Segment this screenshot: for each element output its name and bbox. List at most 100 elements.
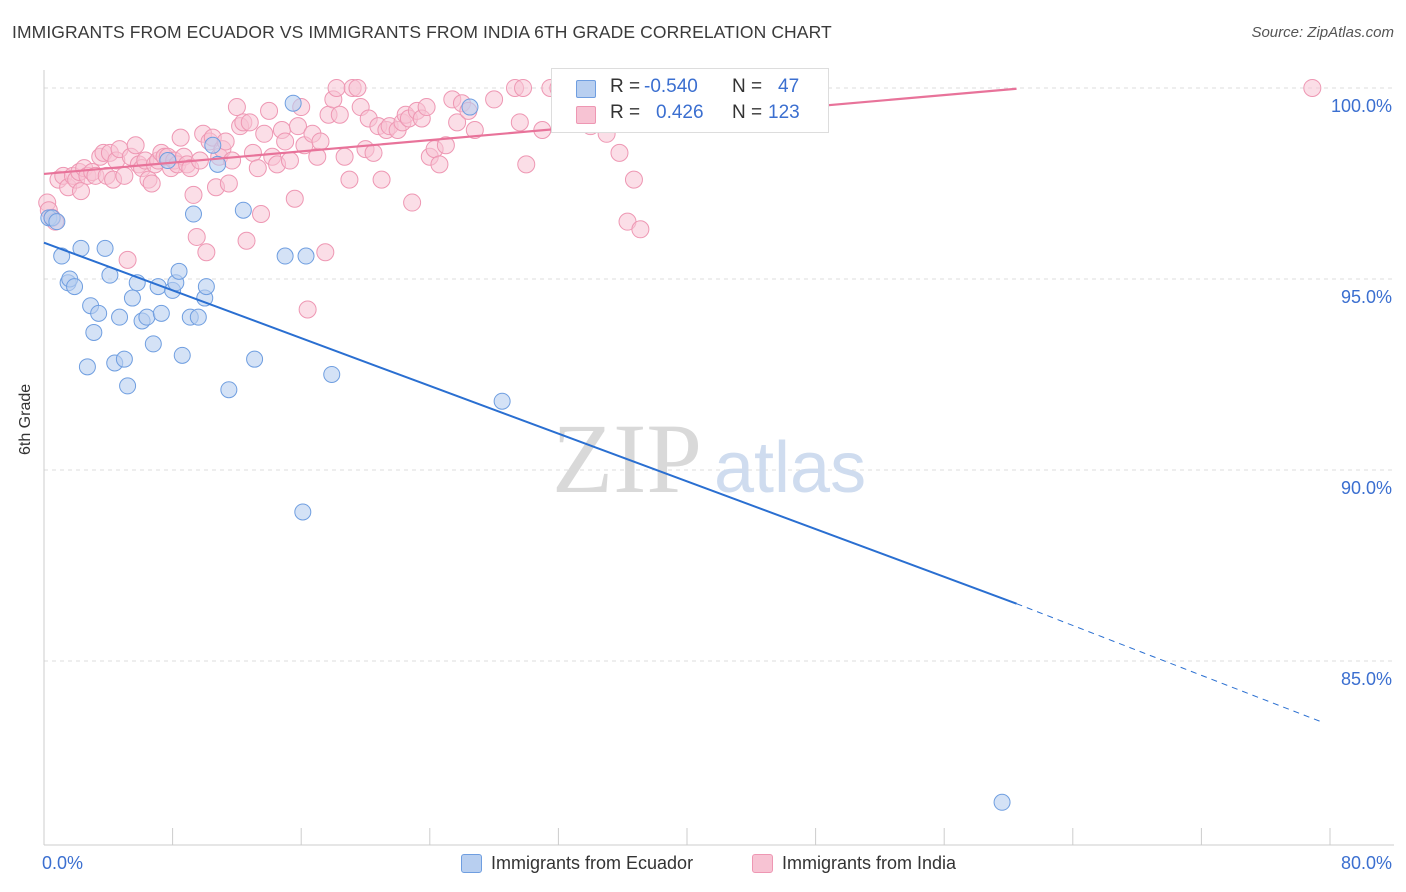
point-ecuador <box>220 381 238 399</box>
point-india <box>285 189 304 208</box>
point-india <box>403 193 422 212</box>
point-india <box>436 136 455 155</box>
point-india <box>517 155 536 174</box>
legend-label-india: Immigrants from India <box>782 853 957 873</box>
point-ecuador <box>96 239 114 257</box>
point-india <box>330 105 349 124</box>
watermark: ZIP atlas <box>552 403 866 514</box>
point-india <box>237 231 256 250</box>
point-ecuador <box>85 323 103 341</box>
point-india <box>243 143 262 162</box>
point-india <box>240 113 259 132</box>
point-india <box>252 205 271 224</box>
point-ecuador <box>119 377 137 395</box>
point-india <box>316 243 335 262</box>
point-india <box>288 117 307 136</box>
point-india <box>372 170 391 189</box>
trend-line-ecuador <box>43 241 1017 605</box>
point-ecuador <box>173 346 191 364</box>
point-india <box>126 136 145 155</box>
legend-label-ecuador: Immigrants from Ecuador <box>491 853 694 873</box>
point-india <box>227 98 246 117</box>
point-ecuador <box>209 155 227 173</box>
point-india <box>223 151 242 170</box>
point-india <box>184 185 203 204</box>
point-india <box>430 155 449 174</box>
gridlines <box>44 87 1394 662</box>
point-india <box>514 78 533 97</box>
point-india <box>142 174 161 193</box>
point-india <box>298 300 317 319</box>
y-tick-label: 85.0% <box>1340 668 1392 689</box>
point-ecuador <box>53 247 71 265</box>
x-tick-label-min: 0.0% <box>42 853 84 873</box>
y-tick-label: 95.0% <box>1340 286 1392 307</box>
point-ecuador <box>78 358 96 376</box>
legend-row-india: R = 0.426 N = 123 <box>552 101 828 127</box>
point-india <box>465 120 484 139</box>
point-india <box>448 113 467 132</box>
x-tick-label-max: 80.0% <box>1340 853 1392 873</box>
y-tick-label: 100.0% <box>1330 95 1392 116</box>
point-ecuador <box>144 335 162 353</box>
point-ecuador <box>993 793 1011 811</box>
point-ecuador <box>284 94 302 112</box>
bottom-legend-india: Immigrants from India <box>752 852 1002 876</box>
watermark-atlas: atlas <box>714 428 866 508</box>
point-ecuador <box>461 98 479 116</box>
point-ecuador <box>189 308 207 326</box>
legend-n-label: N = <box>732 76 763 97</box>
point-india <box>335 147 354 166</box>
point-ecuador <box>234 201 252 219</box>
point-ecuador <box>48 213 66 231</box>
point-india <box>187 227 206 246</box>
point-india <box>197 243 216 262</box>
legend-swatch-ecuador <box>461 854 482 873</box>
legend-row-ecuador: R = -0.540 N = 47 <box>552 75 828 101</box>
point-india <box>631 220 650 239</box>
point-india <box>248 159 267 178</box>
point-india <box>171 128 190 147</box>
series-ecuador-points <box>40 94 1011 811</box>
point-india <box>276 132 295 151</box>
point-india <box>219 174 238 193</box>
point-india <box>510 113 529 132</box>
source-label: Source: ZipAtlas.com <box>1251 24 1394 41</box>
point-india <box>1303 78 1322 97</box>
legend-n-value: 123 <box>768 102 800 123</box>
point-ecuador <box>197 278 215 296</box>
point-india <box>118 250 137 269</box>
point-india <box>260 101 279 120</box>
stats-legend: R = -0.540 N = 47 R = 0.426 N = 123 <box>551 68 829 133</box>
bottom-legend-ecuador: Immigrants from Ecuador <box>461 852 731 876</box>
chart-title: IMMIGRANTS FROM ECUADOR VS IMMIGRANTS FR… <box>12 22 832 42</box>
point-ecuador <box>184 205 202 223</box>
legend-swatch-india <box>752 854 773 873</box>
legend-swatch-ecuador <box>576 80 596 98</box>
point-ecuador <box>294 503 312 521</box>
point-india <box>485 90 504 109</box>
point-ecuador <box>159 152 177 170</box>
series-india-points <box>38 78 1322 319</box>
point-ecuador <box>152 304 170 322</box>
point-ecuador <box>246 350 264 368</box>
point-india <box>610 143 629 162</box>
point-india <box>255 124 274 143</box>
point-ecuador <box>138 308 156 326</box>
trend-lines <box>43 87 1323 723</box>
trend-line-ecuador-extension <box>1016 603 1323 723</box>
point-ecuador <box>170 262 188 280</box>
legend-r-value: -0.540 <box>644 76 698 97</box>
point-india <box>280 151 299 170</box>
y-axis-label: 6th Grade <box>17 383 34 455</box>
point-india <box>348 78 367 97</box>
legend-n-label: N = <box>732 102 763 123</box>
point-india <box>364 143 383 162</box>
y-tick-label: 90.0% <box>1340 477 1392 498</box>
point-ecuador <box>90 304 108 322</box>
point-ecuador <box>276 247 294 265</box>
point-ecuador <box>204 136 222 154</box>
legend-n-value: 47 <box>778 76 800 97</box>
point-ecuador <box>66 278 84 296</box>
